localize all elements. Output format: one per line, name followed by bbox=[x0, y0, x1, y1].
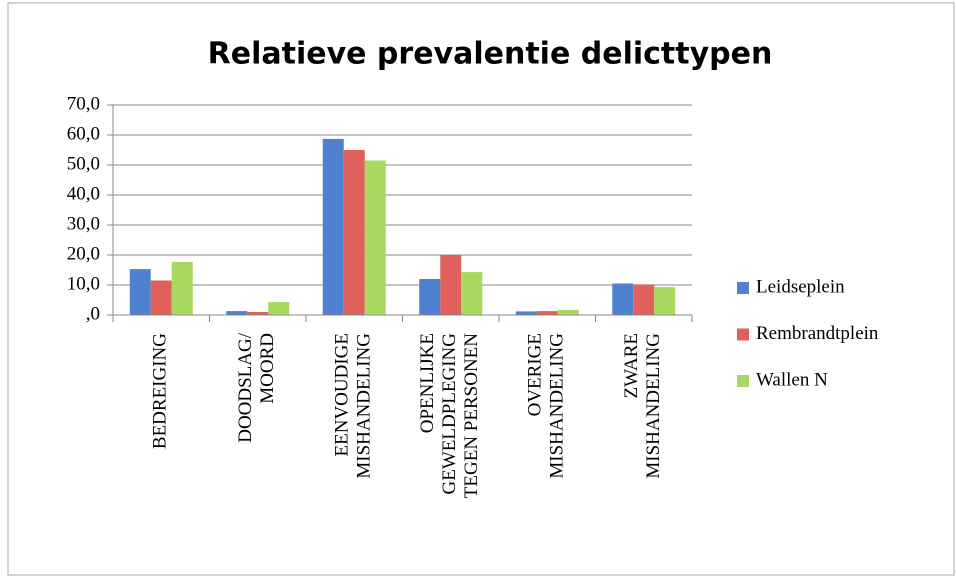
bar bbox=[343, 150, 365, 315]
x-tick-label: OVERIGEMISHANDELING bbox=[525, 333, 568, 479]
bar bbox=[268, 302, 290, 315]
y-tick-label: 20,0 bbox=[67, 243, 100, 264]
bar bbox=[171, 261, 193, 315]
y-tick-label: 50,0 bbox=[67, 153, 100, 174]
bar bbox=[226, 311, 248, 315]
bar bbox=[536, 311, 558, 315]
bar bbox=[322, 138, 344, 315]
bar bbox=[129, 269, 151, 315]
y-tick-label: 70,0 bbox=[67, 93, 100, 114]
legend-label: Wallen N bbox=[756, 369, 828, 390]
y-tick-label: 40,0 bbox=[67, 183, 100, 204]
y-tick-label: ,0 bbox=[86, 303, 100, 324]
bar bbox=[461, 272, 483, 315]
x-tick-label: DOODSLAG/MOORD bbox=[235, 332, 278, 443]
x-tick-label: BEDREIGING bbox=[150, 333, 171, 449]
legend-swatch bbox=[737, 282, 749, 294]
bar bbox=[440, 255, 462, 315]
bar bbox=[419, 279, 441, 315]
x-tick-label: EENVOUDIGEMISHANDELING bbox=[332, 333, 375, 479]
bar bbox=[654, 287, 676, 315]
y-tick-label: 30,0 bbox=[67, 213, 100, 234]
chart-title: Relatieve prevalentie delicttypen bbox=[208, 37, 773, 72]
bar bbox=[364, 160, 386, 315]
legend-swatch bbox=[737, 328, 749, 341]
bar bbox=[633, 284, 655, 315]
legend-label: Leidseplein bbox=[756, 276, 845, 297]
bar bbox=[515, 311, 537, 315]
y-tick-label: 60,0 bbox=[67, 123, 100, 144]
legend-swatch bbox=[737, 375, 749, 387]
x-tick-label: ZWAREMISHANDELING bbox=[621, 333, 664, 479]
y-tick-label: 10,0 bbox=[67, 273, 100, 294]
legend-label: Rembrandtplein bbox=[756, 323, 879, 344]
x-tick-label: OPENLIJKEGEWELDPLEGINGTEGEN PERSONEN bbox=[417, 333, 482, 498]
bar bbox=[557, 309, 579, 315]
bar bbox=[612, 283, 634, 315]
bar bbox=[150, 280, 172, 315]
bar bbox=[247, 312, 269, 315]
